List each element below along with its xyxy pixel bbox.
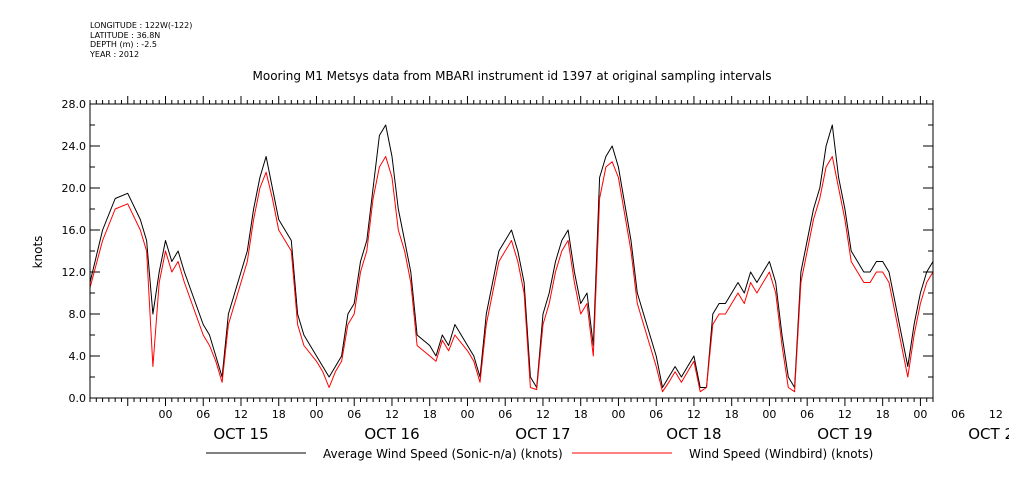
x-tick-label: 18 <box>876 408 890 421</box>
legend-label-windbird: Wind Speed (Windbird) (knots) <box>689 447 873 461</box>
y-tick-label: 24.0 <box>62 140 87 153</box>
x-tick-label: 00 <box>309 408 323 421</box>
x-tick-label: 12 <box>838 408 852 421</box>
axis-ticks <box>89 96 934 406</box>
x-day-label: OCT 15 <box>213 425 268 443</box>
x-day-label: OCT 19 <box>817 425 872 443</box>
x-tick-label: 00 <box>611 408 625 421</box>
x-tick-label: 18 <box>423 408 437 421</box>
y-tick-label: 0.0 <box>69 392 87 405</box>
latitude-label: LATITUDE : 36.8N <box>90 30 161 40</box>
x-tick-label: 00 <box>913 408 927 421</box>
year-label: YEAR : 2012 <box>90 49 140 59</box>
x-axis-tick-labels: 00 06 12 18 00 06 12 18 00 06 12 18 00 06 12 18 00 06 12 18… <box>158 408 1003 421</box>
plot-frame <box>89 103 934 399</box>
x-tick-label: 12 <box>536 408 550 421</box>
x-day-label: OCT 20 <box>968 425 1009 443</box>
x-tick-label: 06 <box>951 408 965 421</box>
x-tick-label: 12 <box>687 408 701 421</box>
y-tick-label: 12.0 <box>62 266 87 279</box>
x-tick-label: 06 <box>498 408 512 421</box>
x-day-label: OCT 16 <box>364 425 419 443</box>
series-layer <box>89 124 934 393</box>
x-tick-label: 18 <box>725 408 739 421</box>
x-day-label: OCT 18 <box>666 425 721 443</box>
y-axis-label: knots <box>31 236 45 269</box>
x-tick-label: 18 <box>574 408 588 421</box>
x-tick-label: 06 <box>649 408 663 421</box>
series-line-windbird <box>89 156 934 393</box>
x-tick-label: 12 <box>989 408 1003 421</box>
x-tick-label: 00 <box>158 408 172 421</box>
x-tick-label: 06 <box>347 408 361 421</box>
depth-label: DEPTH (m) : -2.5 <box>90 40 157 49</box>
x-day-label: OCT 17 <box>515 425 570 443</box>
legend-label-sonic: Average Wind Speed (Sonic-n/a) (knots) <box>323 447 563 461</box>
x-tick-label: 06 <box>800 408 814 421</box>
longitude-label: LONGITUDE : 122W(-122) <box>90 21 193 30</box>
x-tick-label: 06 <box>196 408 210 421</box>
x-tick-label: 00 <box>460 408 474 421</box>
y-tick-label: 4.0 <box>69 350 87 363</box>
x-tick-label: 12 <box>385 408 399 421</box>
x-tick-label: 12 <box>234 408 248 421</box>
y-tick-label: 20.0 <box>62 182 87 195</box>
legend: Average Wind Speed (Sonic-n/a) (knots) W… <box>206 447 873 461</box>
y-tick-label: 8.0 <box>69 308 87 321</box>
y-tick-label: 16.0 <box>62 224 87 237</box>
chart-title: Mooring M1 Metsys data from MBARI instru… <box>253 69 772 83</box>
mooring-metadata: LONGITUDE : 122W(-122) LATITUDE : 36.8N … <box>90 21 192 59</box>
y-axis-tick-labels: 0.0 4.0 8.0 12.0 16.0 20.0 24.0 28.0 <box>62 98 87 405</box>
x-tick-label: 18 <box>272 408 286 421</box>
series-line-sonic <box>89 124 934 388</box>
x-tick-label: 00 <box>762 408 776 421</box>
y-tick-label: 28.0 <box>62 98 87 111</box>
